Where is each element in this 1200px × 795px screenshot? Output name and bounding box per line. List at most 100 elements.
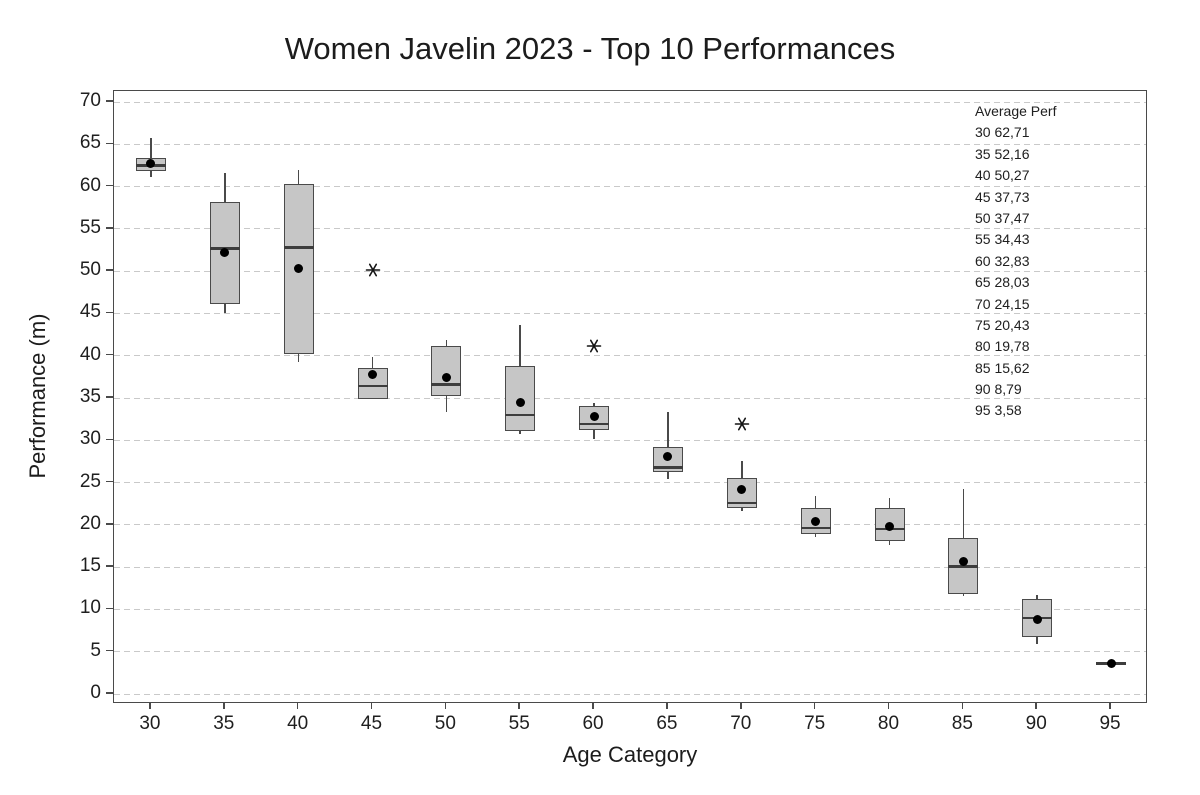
y-tick-label: 40 bbox=[79, 343, 101, 365]
mean-dot bbox=[515, 398, 525, 408]
x-tick bbox=[296, 703, 299, 709]
x-tick-label: 60 bbox=[582, 713, 604, 734]
mean-dot bbox=[811, 516, 821, 526]
legend-row: 40 50,27 bbox=[975, 167, 1030, 184]
y-tick-label: 45 bbox=[79, 301, 101, 323]
y-tick bbox=[106, 227, 113, 229]
y-tick-label: 15 bbox=[79, 555, 101, 577]
x-tick bbox=[1035, 703, 1037, 709]
gridline bbox=[114, 312, 1146, 314]
y-tick-label: 65 bbox=[79, 132, 101, 154]
legend-row: 35 52,16 bbox=[975, 145, 1030, 162]
x-tick bbox=[518, 703, 520, 709]
x-tick-label: 40 bbox=[287, 713, 309, 734]
gridline bbox=[114, 397, 1146, 399]
x-tick-label: 80 bbox=[877, 713, 900, 734]
mean-dot bbox=[958, 557, 968, 567]
mean-dot bbox=[1106, 659, 1116, 669]
gridline bbox=[114, 608, 1146, 610]
legend-row: 70 24,15 bbox=[975, 295, 1030, 312]
mean-dot bbox=[589, 411, 599, 421]
mean-dot bbox=[441, 372, 451, 382]
mean-dot bbox=[663, 452, 673, 462]
x-tick-label: 75 bbox=[804, 713, 826, 734]
legend-row: 60 32,83 bbox=[975, 252, 1030, 269]
x-tick bbox=[813, 703, 816, 709]
y-tick bbox=[106, 438, 113, 441]
x-tick bbox=[444, 703, 447, 709]
mean-dot bbox=[885, 522, 894, 532]
y-tick-label: 20 bbox=[79, 512, 101, 534]
gridline bbox=[114, 101, 1146, 103]
x-tick-label: 65 bbox=[656, 713, 678, 734]
median-line bbox=[357, 384, 388, 388]
y-tick bbox=[106, 269, 113, 271]
y-tick bbox=[106, 607, 113, 610]
gridline bbox=[114, 143, 1146, 145]
legend-row: 50 37,47 bbox=[975, 209, 1030, 226]
gridline bbox=[114, 524, 1146, 526]
legend-header: Average Perf bbox=[975, 103, 1057, 119]
mean-dot bbox=[146, 159, 156, 169]
outlier-asterisk bbox=[734, 416, 750, 432]
legend-row: 85 15,62 bbox=[975, 359, 1030, 376]
y-tick-label: 70 bbox=[79, 90, 101, 111]
x-tick-label: 55 bbox=[508, 713, 530, 734]
gridline bbox=[114, 186, 1146, 188]
box-50 bbox=[431, 345, 462, 397]
gridline bbox=[114, 651, 1146, 653]
outlier-asterisk bbox=[365, 262, 381, 278]
x-tick bbox=[666, 703, 668, 709]
median-line bbox=[431, 383, 462, 386]
gridline bbox=[114, 439, 1146, 441]
mean-dot bbox=[737, 485, 747, 495]
y-tick bbox=[106, 184, 113, 187]
x-tick bbox=[887, 703, 890, 709]
x-tick bbox=[149, 703, 151, 709]
gridline bbox=[114, 270, 1146, 272]
y-tick-label: 50 bbox=[79, 259, 101, 281]
mean-dot bbox=[220, 248, 230, 258]
y-tick bbox=[106, 353, 113, 356]
x-tick-label: 45 bbox=[360, 713, 383, 734]
legend-row: 45 37,73 bbox=[975, 188, 1030, 205]
median-line bbox=[948, 565, 979, 568]
gridline bbox=[114, 228, 1146, 230]
y-tick bbox=[106, 565, 113, 567]
legend-row: 55 34,43 bbox=[975, 231, 1030, 248]
x-tick-label: 35 bbox=[213, 713, 235, 734]
y-tick-label: 60 bbox=[79, 174, 101, 196]
legend-row: 90 8,79 bbox=[975, 381, 1022, 398]
plot-area bbox=[113, 90, 1147, 703]
gridline bbox=[114, 693, 1146, 695]
y-tick-label: 10 bbox=[79, 597, 101, 619]
median-line bbox=[652, 466, 683, 469]
legend-row: 30 62,71 bbox=[975, 124, 1030, 141]
y-tick-label: 35 bbox=[79, 386, 101, 407]
y-tick-label: 25 bbox=[79, 470, 101, 492]
gridline bbox=[114, 566, 1146, 568]
y-tick bbox=[106, 100, 113, 102]
median-line bbox=[505, 413, 536, 417]
x-tick-label: 50 bbox=[434, 713, 456, 734]
mean-dot bbox=[1032, 615, 1042, 625]
whisker bbox=[667, 412, 669, 480]
x-tick bbox=[223, 703, 225, 709]
average-perf-legend: Average Perf 30 62,71 35 52,16 40 50,27 45 … bbox=[975, 101, 1056, 422]
gridline bbox=[114, 355, 1146, 357]
x-tick bbox=[961, 703, 964, 709]
x-tick-label: 90 bbox=[1025, 713, 1047, 734]
y-axis-title: Performance (m) bbox=[25, 313, 50, 479]
median-line bbox=[579, 422, 610, 426]
y-tick-label: 55 bbox=[79, 216, 101, 238]
y-tick bbox=[106, 480, 113, 483]
legend-row: 65 28,03 bbox=[975, 274, 1030, 291]
x-tick-label: 85 bbox=[951, 713, 973, 734]
x-tick bbox=[1109, 703, 1111, 709]
y-tick bbox=[106, 649, 113, 652]
legend-row: 75 20,43 bbox=[975, 316, 1030, 333]
median-line bbox=[800, 526, 831, 530]
median-line bbox=[283, 246, 314, 249]
x-tick bbox=[370, 703, 373, 709]
